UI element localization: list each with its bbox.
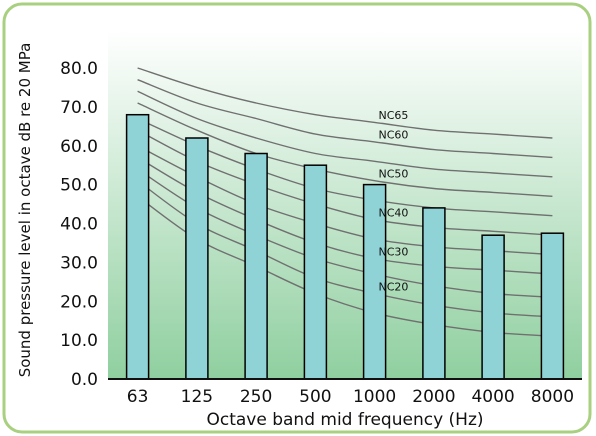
nc-label-nc40: NC40: [379, 206, 409, 219]
y-tick-label: 40.0: [60, 215, 98, 235]
x-tick-label: 250: [240, 387, 272, 407]
x-axis-label: Octave band mid frequency (Hz): [206, 410, 483, 430]
y-axis-ticks: 0.0 10.0 20.0 30.0 40.0 50.0 60.0 70.0 80.0: [60, 59, 98, 390]
bar-8000: [540, 232, 565, 380]
y-tick-label: 80.0: [60, 59, 98, 79]
x-tick-label: 1000: [353, 387, 396, 407]
x-tick-label: 2000: [412, 387, 455, 407]
y-tick-label: 10.0: [60, 331, 98, 351]
y-tick-label: 30.0: [60, 253, 98, 273]
y-tick-label: 0.0: [71, 370, 98, 390]
bar-500: [303, 164, 328, 380]
bar-4000: [481, 234, 505, 380]
bar-125: [185, 137, 209, 380]
bar-2000: [422, 207, 446, 380]
x-tick-label: 8000: [531, 387, 574, 407]
nc-label-nc65: NC65: [379, 109, 409, 122]
x-axis-ticks: 63 125 250 500 1000 2000 4000 8000: [127, 387, 574, 407]
nc-curve-nc50: [137, 102, 553, 197]
y-tick-label: 60.0: [60, 137, 98, 157]
y-tick-label: 20.0: [60, 292, 98, 312]
y-tick-label: 50.0: [60, 176, 98, 196]
nc-curve-nc65: [137, 67, 553, 139]
bar-250: [244, 152, 268, 380]
x-tick-label: 125: [181, 387, 213, 407]
x-tick-label: 500: [299, 387, 331, 407]
bar-63: [125, 113, 150, 380]
nc-label-nc20: NC20: [379, 281, 409, 294]
nc-label-nc50: NC50: [379, 168, 409, 181]
nc-curve-nc60: [137, 79, 553, 159]
nc-label-nc30: NC30: [379, 245, 409, 258]
x-tick-label: 4000: [471, 387, 514, 407]
nc-label-nc60: NC60: [379, 129, 409, 142]
nc-curve-nc55: [137, 90, 553, 178]
y-axis-label: Sound pressure level in octave dB re 20 …: [16, 43, 34, 378]
x-tick-label: 63: [127, 387, 149, 407]
y-tick-label: 70.0: [60, 98, 98, 118]
nc-curve-labels: NC65 NC60 NC50 NC40 NC30 NC20: [379, 109, 409, 293]
